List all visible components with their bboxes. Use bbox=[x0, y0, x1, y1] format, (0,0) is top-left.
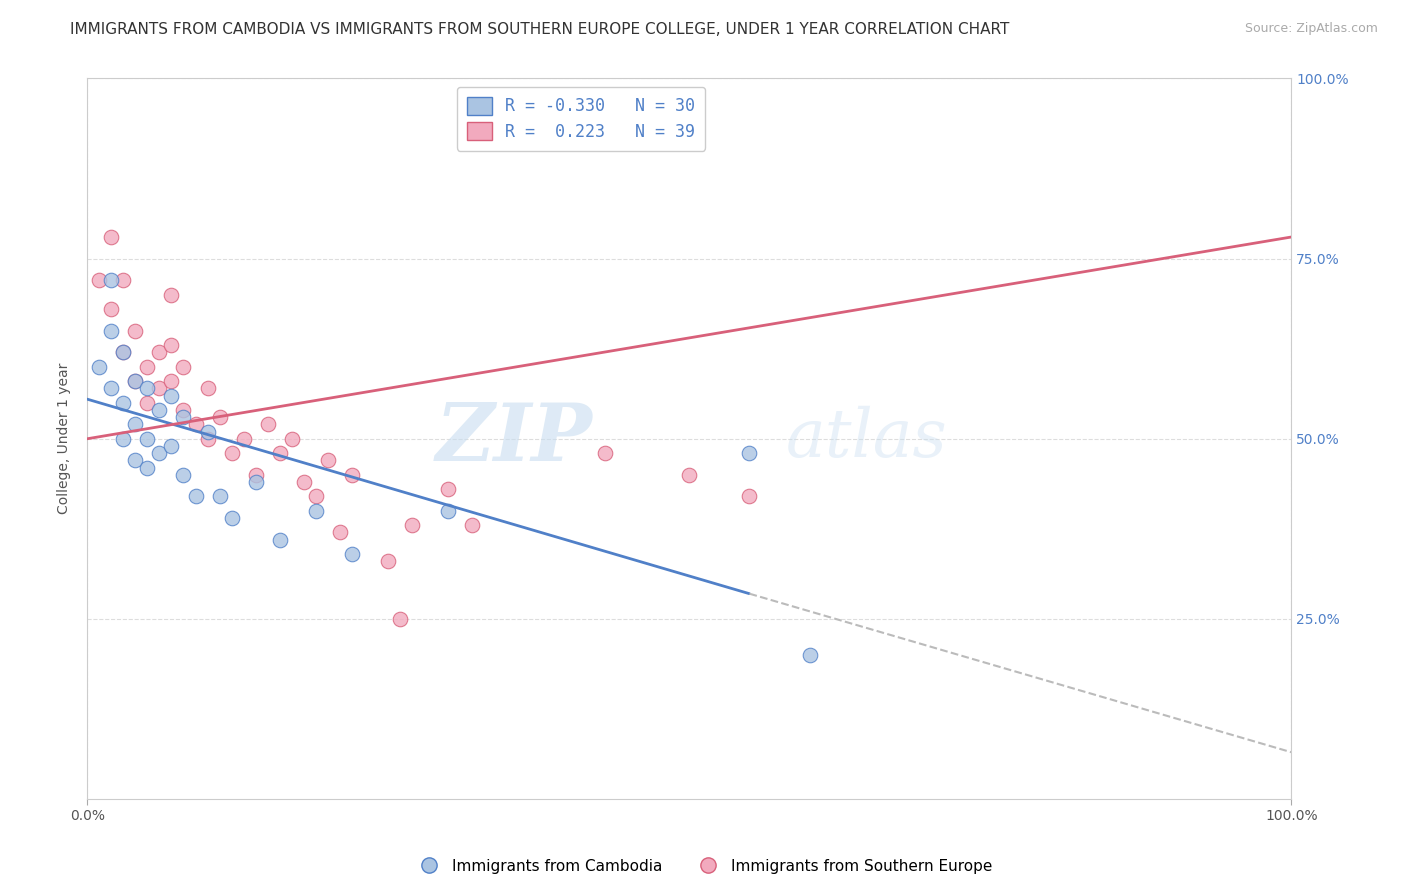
Point bbox=[208, 490, 231, 504]
Point bbox=[173, 410, 195, 425]
Point bbox=[197, 381, 219, 395]
Point bbox=[437, 482, 460, 496]
Point bbox=[232, 432, 254, 446]
Point bbox=[269, 533, 291, 547]
Point bbox=[256, 417, 278, 432]
Point bbox=[148, 345, 170, 359]
Point bbox=[173, 403, 195, 417]
Point bbox=[112, 432, 135, 446]
Point bbox=[112, 273, 135, 287]
Point bbox=[173, 467, 195, 482]
Point bbox=[160, 338, 183, 352]
Point bbox=[292, 475, 315, 489]
Point bbox=[100, 301, 122, 316]
Point bbox=[160, 374, 183, 388]
Point bbox=[160, 388, 183, 402]
Point bbox=[136, 396, 159, 410]
Point bbox=[738, 490, 761, 504]
Point bbox=[136, 359, 159, 374]
Text: IMMIGRANTS FROM CAMBODIA VS IMMIGRANTS FROM SOUTHERN EUROPE COLLEGE, UNDER 1 YEA: IMMIGRANTS FROM CAMBODIA VS IMMIGRANTS F… bbox=[70, 22, 1010, 37]
Point bbox=[593, 446, 616, 460]
Text: Source: ZipAtlas.com: Source: ZipAtlas.com bbox=[1244, 22, 1378, 36]
Point bbox=[221, 511, 243, 525]
Point bbox=[148, 446, 170, 460]
Point bbox=[112, 396, 135, 410]
Point bbox=[173, 359, 195, 374]
Point bbox=[100, 230, 122, 244]
Point bbox=[340, 547, 363, 561]
Point bbox=[389, 612, 412, 626]
Point bbox=[100, 381, 122, 395]
Point bbox=[340, 467, 363, 482]
Point bbox=[89, 359, 111, 374]
Point bbox=[184, 417, 207, 432]
Point bbox=[401, 518, 423, 533]
Point bbox=[148, 403, 170, 417]
Point bbox=[124, 324, 146, 338]
Point bbox=[136, 432, 159, 446]
Point bbox=[329, 525, 352, 540]
Point bbox=[124, 374, 146, 388]
Point bbox=[799, 648, 821, 662]
Point bbox=[124, 453, 146, 467]
Point bbox=[269, 446, 291, 460]
Point bbox=[124, 417, 146, 432]
Point bbox=[245, 475, 267, 489]
Point bbox=[197, 432, 219, 446]
Text: atlas: atlas bbox=[786, 406, 948, 471]
Point bbox=[208, 410, 231, 425]
Point bbox=[437, 504, 460, 518]
Point bbox=[148, 381, 170, 395]
Point bbox=[197, 425, 219, 439]
Point bbox=[461, 518, 484, 533]
Point bbox=[100, 324, 122, 338]
Point bbox=[245, 467, 267, 482]
Legend: R = -0.330   N = 30, R =  0.223   N = 39: R = -0.330 N = 30, R = 0.223 N = 39 bbox=[457, 87, 704, 151]
Point bbox=[89, 273, 111, 287]
Point bbox=[738, 446, 761, 460]
Y-axis label: College, Under 1 year: College, Under 1 year bbox=[58, 363, 72, 515]
Point bbox=[100, 273, 122, 287]
Point bbox=[160, 287, 183, 301]
Point bbox=[316, 453, 339, 467]
Point bbox=[136, 381, 159, 395]
Legend: Immigrants from Cambodia, Immigrants from Southern Europe: Immigrants from Cambodia, Immigrants fro… bbox=[408, 853, 998, 880]
Point bbox=[678, 467, 700, 482]
Point bbox=[281, 432, 304, 446]
Point bbox=[112, 345, 135, 359]
Text: ZIP: ZIP bbox=[436, 400, 593, 477]
Point bbox=[184, 490, 207, 504]
Point bbox=[124, 374, 146, 388]
Point bbox=[377, 554, 399, 568]
Point bbox=[305, 504, 328, 518]
Point bbox=[136, 460, 159, 475]
Point bbox=[221, 446, 243, 460]
Point bbox=[305, 490, 328, 504]
Point bbox=[112, 345, 135, 359]
Point bbox=[160, 439, 183, 453]
